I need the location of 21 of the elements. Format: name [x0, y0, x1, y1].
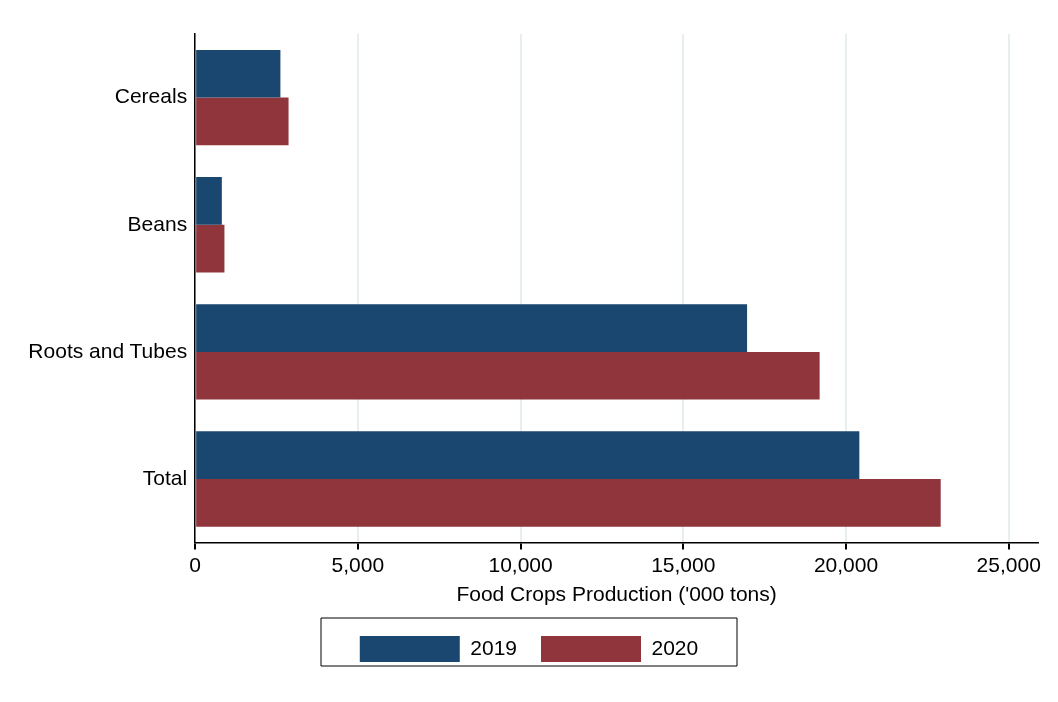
x-tick-label: 0 — [189, 553, 201, 576]
y-tick-label: Cereals — [114, 84, 188, 108]
y-tick-label: Total — [142, 465, 188, 489]
bar — [196, 177, 222, 225]
bar — [196, 224, 225, 273]
bar — [196, 351, 820, 400]
x-axis-title: Food Crops Production ('000 tons) — [456, 582, 777, 606]
x-tick-label: 20,000 — [813, 553, 879, 576]
x-tick-label: 5,000 — [331, 553, 385, 576]
legend-label: 2020 — [651, 635, 699, 659]
bar — [196, 49, 281, 98]
x-tick-label: 15,000 — [651, 553, 716, 576]
x-tick-label: 25,000 — [976, 553, 1041, 576]
y-tick-label: Roots and Tubes — [28, 338, 188, 362]
x-tick-label: 10,000 — [488, 553, 553, 576]
bar — [196, 479, 941, 527]
y-tick-label: Beans — [127, 211, 188, 235]
legend-label: 2019 — [470, 635, 517, 659]
bar — [196, 431, 860, 480]
bar — [196, 304, 748, 352]
bar — [196, 97, 289, 146]
